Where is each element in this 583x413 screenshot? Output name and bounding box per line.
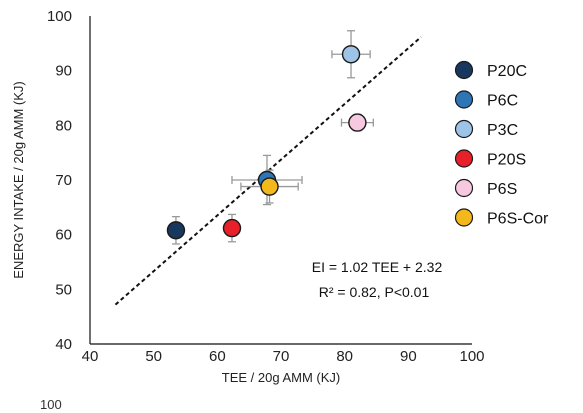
data-points	[166, 45, 367, 240]
x-tick-label: 70	[273, 348, 290, 365]
data-point-p20s	[222, 218, 242, 238]
legend-label: P6C	[487, 93, 518, 110]
y-tick-label: 100	[47, 8, 72, 25]
legend-marker	[454, 90, 474, 109]
data-point-p6s-cor	[260, 177, 279, 196]
data-point-p6s	[348, 113, 367, 132]
legend-label: P6S-Cor	[487, 211, 549, 228]
x-tick-label: 90	[400, 348, 417, 365]
legend-label: P20S	[487, 152, 526, 169]
x-tick-label: 50	[145, 348, 162, 365]
fit-line	[114, 36, 422, 306]
x-tick-label: 80	[336, 348, 353, 365]
legend-marker	[454, 119, 474, 139]
y-axis-label: ENERGY INTAKE / 20g AMM (KJ)	[11, 81, 26, 278]
error-bars	[170, 30, 374, 245]
regression-stats: R² = 0.82, P<0.01	[319, 284, 430, 300]
cropped-axis-tick: 100	[40, 397, 62, 412]
y-tick-label: 80	[55, 117, 72, 134]
legend-label: P3C	[487, 122, 518, 139]
regression-equation: EI = 1.02 TEE + 2.32	[312, 259, 443, 275]
x-tick-label: 60	[209, 348, 226, 365]
legend-marker	[454, 178, 474, 198]
legend-label: P20C	[487, 63, 527, 80]
y-tick-label: 40	[55, 336, 72, 353]
tick-labels: 40 50 60 70 80 90 100 40 50 60 70 80 90 100	[47, 8, 485, 365]
legend-label: P6S	[487, 181, 517, 198]
axes	[89, 16, 472, 345]
data-point-p20c	[166, 221, 186, 240]
legend-marker	[454, 149, 474, 168]
y-tick-label: 50	[55, 281, 72, 298]
data-point-p3c	[341, 45, 361, 64]
legend-marker	[454, 60, 474, 80]
x-tick-label: 100	[459, 348, 484, 365]
legend-marker	[454, 208, 474, 227]
x-tick-label: 40	[82, 348, 99, 365]
regression-line	[114, 36, 422, 306]
legend: P20C P6C P3C P20S P6S P6S-Cor	[454, 60, 549, 228]
y-tick-label: 60	[55, 227, 72, 244]
y-tick-label: 70	[55, 172, 72, 189]
y-tick-label: 90	[55, 63, 72, 80]
x-axis-label: TEE / 20g AMM (KJ)	[222, 370, 340, 385]
